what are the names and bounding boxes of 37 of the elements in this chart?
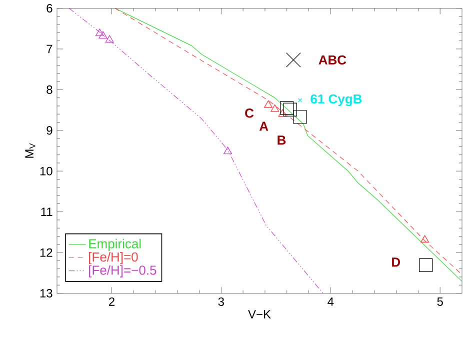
legend-label: Empirical bbox=[89, 238, 141, 251]
annotation: B bbox=[278, 136, 286, 144]
x-tick-label: 3 bbox=[218, 297, 224, 306]
point bbox=[283, 102, 297, 116]
point bbox=[286, 52, 301, 68]
y-tick-label: 12 bbox=[40, 248, 52, 257]
point bbox=[95, 28, 104, 36]
point bbox=[98, 30, 108, 38]
point bbox=[278, 109, 287, 117]
x-axis-title: V−K bbox=[248, 310, 271, 318]
y-axis-title: M$_{V}$ bbox=[25, 143, 36, 158]
legend-label: [Fe/H]=−0.5 bbox=[89, 265, 156, 278]
x-tick-label: 5 bbox=[437, 297, 443, 306]
y-tick-label: 7 bbox=[46, 44, 52, 53]
y-tick-label: 13 bbox=[40, 288, 52, 298]
point bbox=[420, 234, 430, 242]
y-tick-label: 6 bbox=[46, 4, 52, 12]
point bbox=[280, 101, 294, 115]
series-label: 61 CygB bbox=[310, 94, 362, 106]
point bbox=[419, 258, 433, 272]
point bbox=[105, 35, 114, 42]
y-tick-label: 8 bbox=[46, 85, 52, 94]
y-tick-label: 9 bbox=[46, 126, 52, 135]
point bbox=[293, 110, 307, 124]
point bbox=[298, 98, 302, 102]
x-tick-label: 4 bbox=[328, 297, 334, 306]
annotation: ABC bbox=[318, 55, 346, 64]
point bbox=[224, 146, 232, 154]
y-tick-label: 10 bbox=[40, 166, 52, 176]
annotation: C bbox=[245, 108, 254, 118]
y-tick-label: 11 bbox=[41, 208, 52, 216]
point bbox=[270, 104, 280, 112]
legend-label: [Fe/H]=0 bbox=[89, 252, 138, 264]
x-tick-label: 2 bbox=[109, 297, 114, 306]
annotation: D bbox=[392, 258, 400, 267]
point bbox=[264, 100, 273, 108]
annotation: A bbox=[259, 122, 268, 131]
